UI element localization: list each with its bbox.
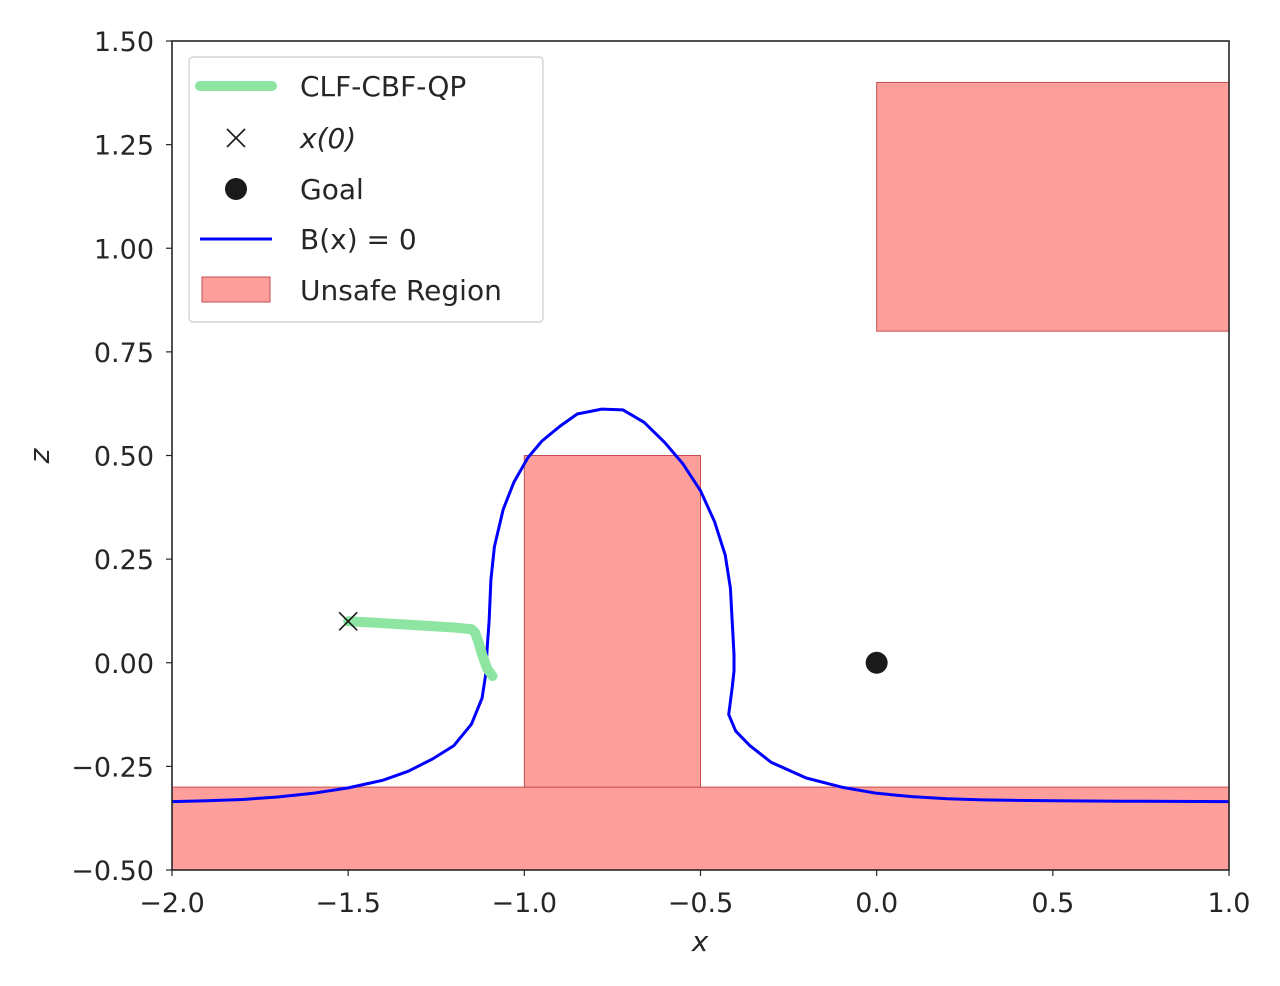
legend-entry: B(x) = 0 xyxy=(200,223,417,256)
y-tick-label: 0.75 xyxy=(94,338,154,369)
legend-label: Goal xyxy=(300,173,364,206)
x-tick-label: 0.5 xyxy=(1031,888,1074,919)
y-tick-label: 0.00 xyxy=(94,649,154,680)
legend: CLF-CBF-QP x(0) Goal B(x) = 0 Unsafe Region xyxy=(188,56,544,323)
y-tick-label: −0.50 xyxy=(71,856,154,887)
x-tick-label: −1.0 xyxy=(492,888,558,919)
legend-label: CLF-CBF-QP xyxy=(300,70,466,103)
y-tick-label: 0.25 xyxy=(94,545,154,576)
legend-entry: x(0) xyxy=(226,122,356,155)
y-tick-label: 1.50 xyxy=(94,27,154,58)
x-tick-label: −1.5 xyxy=(315,888,381,919)
legend-entry: Unsafe Region xyxy=(201,274,502,307)
unsafe-region-2 xyxy=(876,81,1230,332)
legend-box xyxy=(188,56,544,323)
legend-label: Unsafe Region xyxy=(300,274,502,307)
x-tick-label: −0.5 xyxy=(668,888,734,919)
y-axis-label: z xyxy=(23,447,56,464)
goal-marker xyxy=(865,651,888,674)
legend-entry: Goal xyxy=(225,173,364,206)
x-tick-label: −2.0 xyxy=(139,888,205,919)
y-tick-label: 1.00 xyxy=(94,234,154,265)
unsafe-region-1 xyxy=(523,455,701,788)
y-tick-label: −0.25 xyxy=(71,752,154,783)
clf-cbf-qp-trajectory xyxy=(343,616,498,681)
series-layer xyxy=(171,407,1230,804)
legend-label: x(0) xyxy=(299,122,356,155)
initial-state-marker-stroke-2 xyxy=(338,611,358,631)
x-tick-label: 1.0 xyxy=(1208,888,1251,919)
x-axis-label: x xyxy=(691,925,709,958)
y-tick-label: 1.25 xyxy=(94,131,154,162)
legend-goal-swatch xyxy=(225,178,247,200)
barrier-boundary-line xyxy=(171,407,1230,804)
y-ticks: −0.50 −0.25 0.00 0.25 0.50 0.75 1.00 1.25 1.50 xyxy=(71,27,172,887)
initial-state-marker xyxy=(338,611,358,631)
legend-unsafe-swatch xyxy=(201,276,271,303)
x-tick-label: 0.0 xyxy=(855,888,898,919)
legend-x-marker-stroke-2 xyxy=(226,128,246,148)
x-ticks: −2.0 −1.5 −1.0 −0.5 0.0 0.5 1.0 xyxy=(139,870,1250,919)
legend-label: B(x) = 0 xyxy=(300,223,417,256)
y-tick-label: 0.50 xyxy=(94,442,154,473)
legend-entry: CLF-CBF-QP xyxy=(195,70,466,103)
